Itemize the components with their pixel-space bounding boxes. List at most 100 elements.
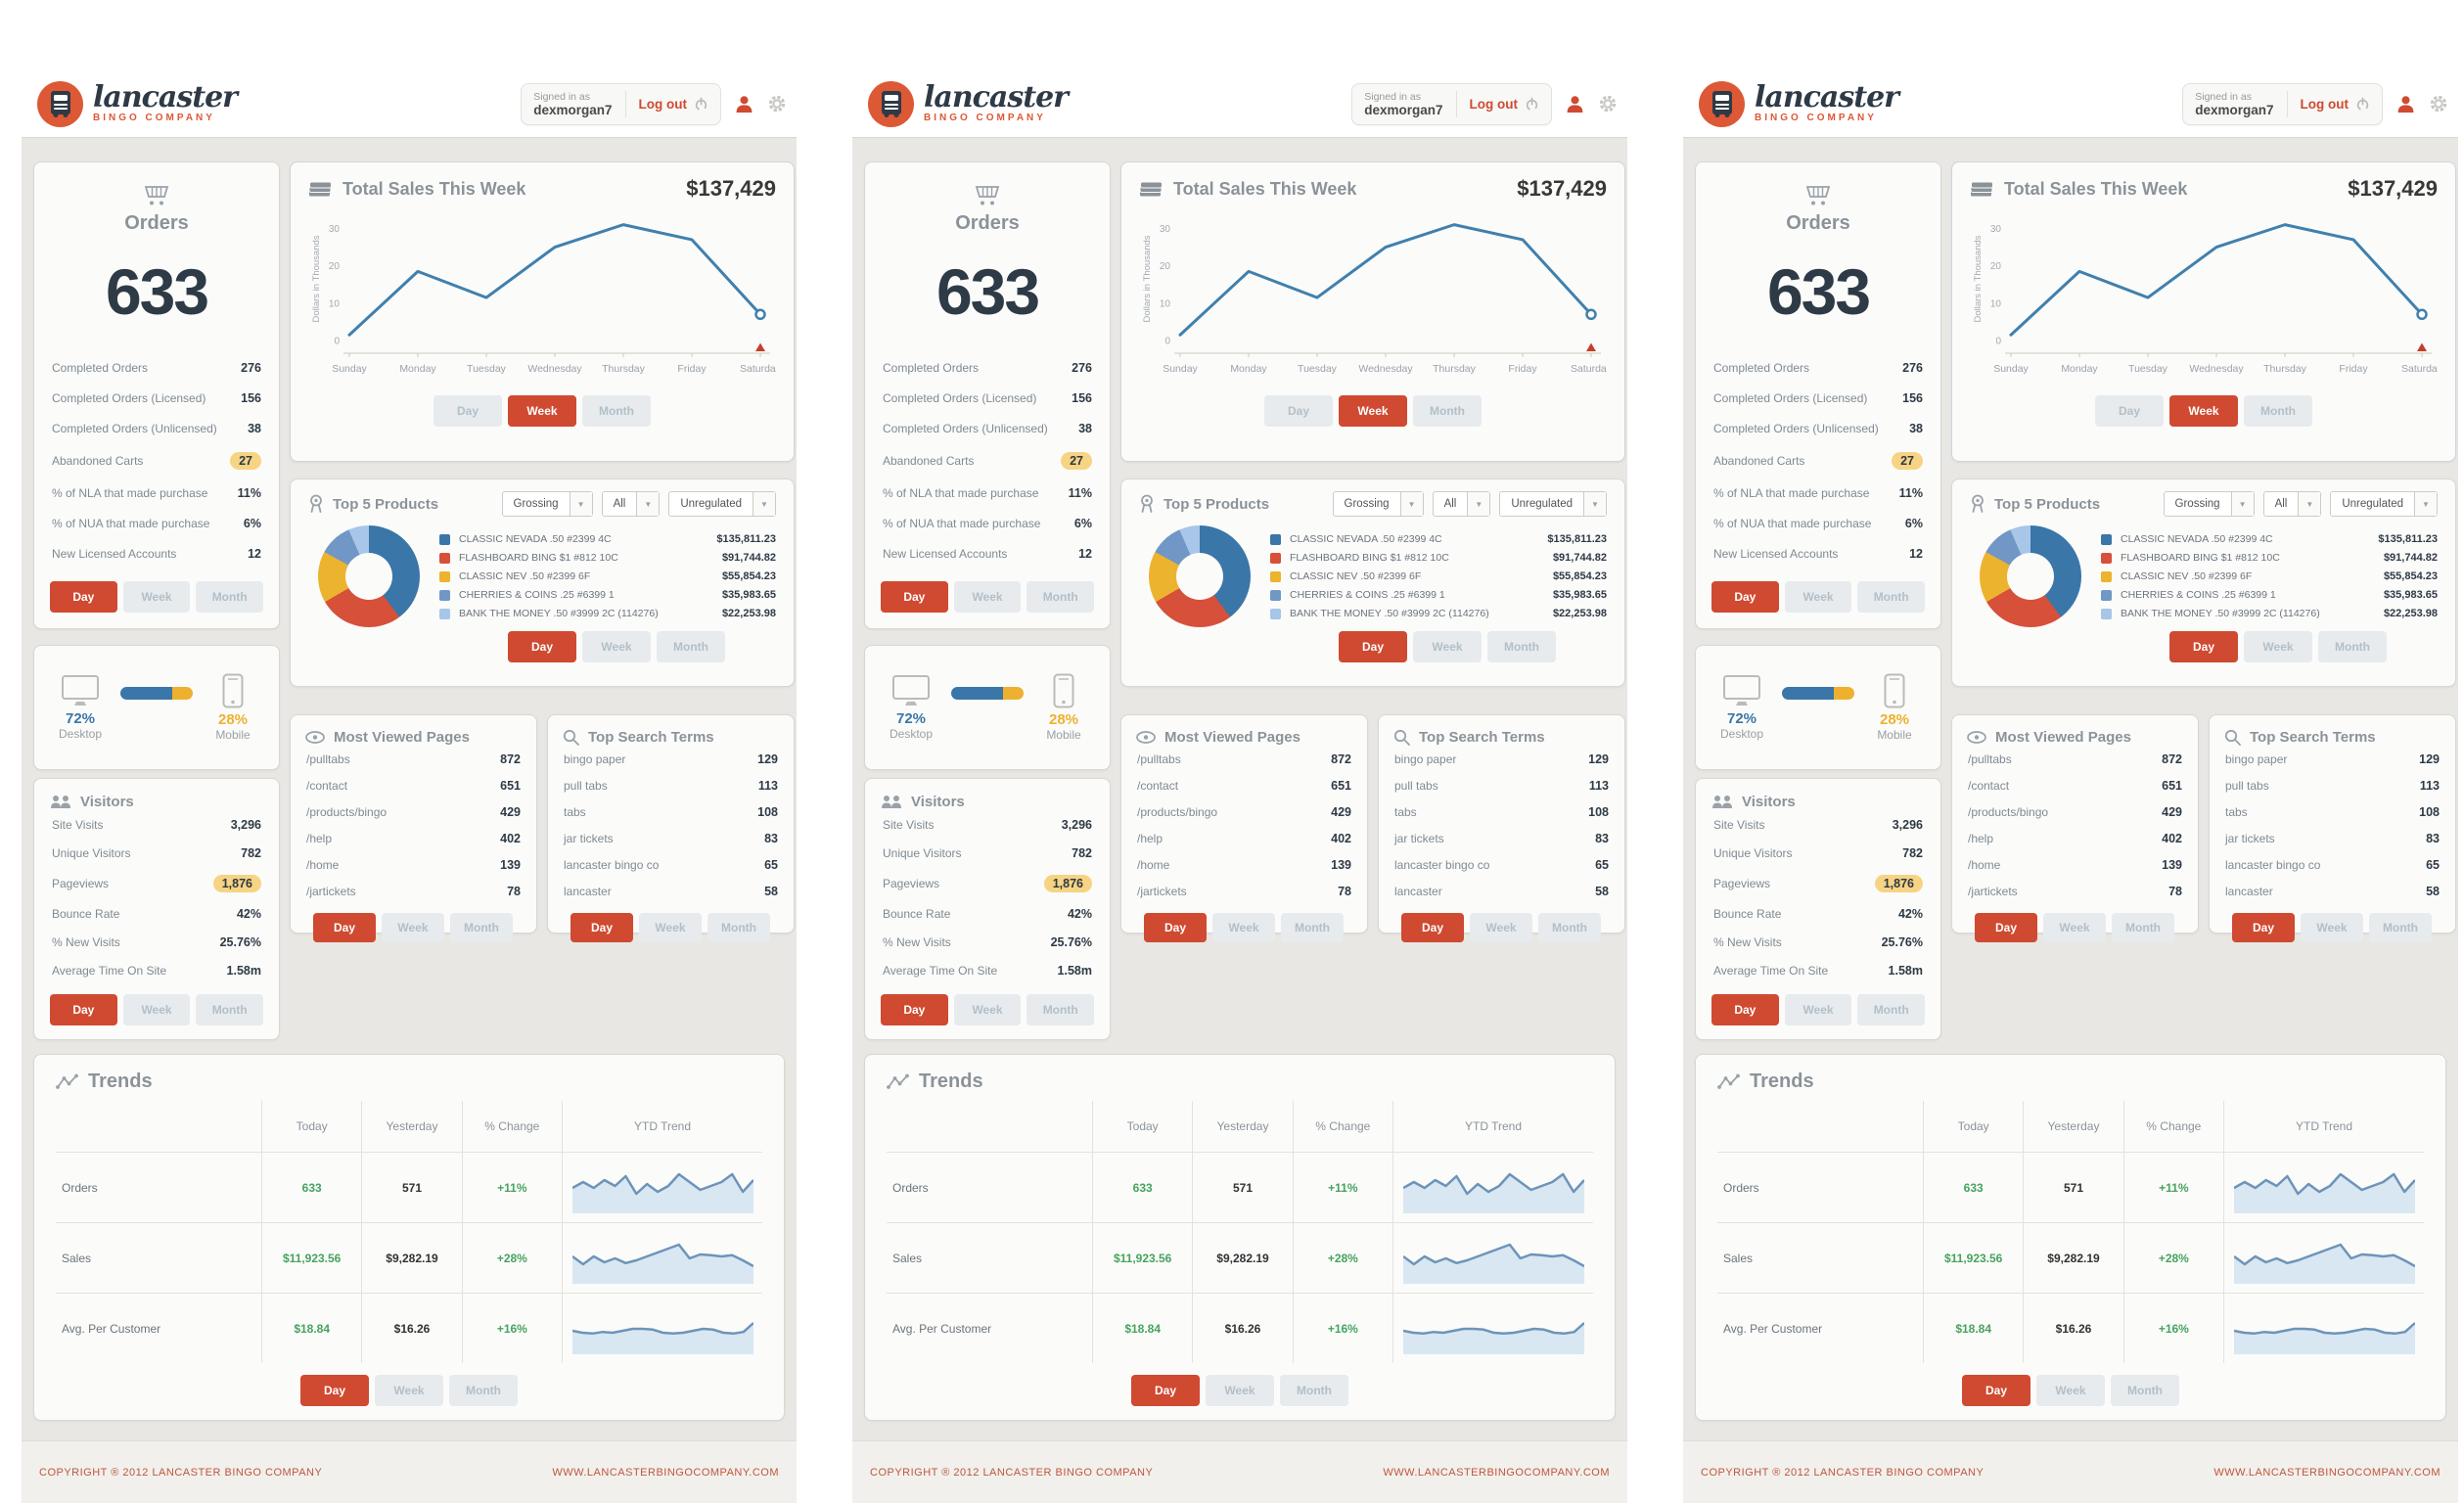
- day-button[interactable]: Day: [570, 913, 633, 942]
- month-button[interactable]: Month: [657, 631, 725, 662]
- week-button[interactable]: Week: [2301, 913, 2363, 942]
- logout-button[interactable]: Log out: [2301, 97, 2370, 112]
- week-button[interactable]: Week: [2043, 913, 2106, 942]
- week-button[interactable]: Week: [639, 913, 702, 942]
- month-button[interactable]: Month: [1413, 395, 1482, 427]
- day-button[interactable]: Day: [2232, 913, 2295, 942]
- month-button[interactable]: Month: [707, 913, 770, 942]
- day-button[interactable]: Day: [881, 581, 948, 613]
- week-button[interactable]: Week: [1339, 395, 1407, 427]
- month-button[interactable]: Month: [1027, 994, 1095, 1025]
- dropdown-value: Unregulated: [2342, 498, 2403, 510]
- day-button[interactable]: Day: [881, 994, 948, 1025]
- eye-icon: [305, 731, 325, 744]
- ytd-sparkline-chart: [2233, 1243, 2415, 1284]
- month-button[interactable]: Month: [196, 581, 264, 613]
- month-button[interactable]: Month: [2112, 913, 2174, 942]
- month-button[interactable]: Month: [1538, 913, 1601, 942]
- week-button[interactable]: Week: [2244, 631, 2312, 662]
- user-icon[interactable]: [1566, 95, 1584, 114]
- month-button[interactable]: Month: [450, 913, 513, 942]
- stat-label: bingo paper: [564, 752, 626, 766]
- week-button[interactable]: Week: [1413, 631, 1482, 662]
- day-button[interactable]: Day: [50, 581, 117, 613]
- day-button[interactable]: Day: [1144, 913, 1207, 942]
- regulation-filter-dropdown[interactable]: Unregulated ▼: [668, 491, 776, 517]
- grossing-filter-dropdown[interactable]: Grossing ▼: [1332, 491, 1424, 517]
- brand-logo[interactable]: lancaster BINGO COMPANY: [868, 80, 1069, 127]
- week-button[interactable]: Week: [1784, 581, 1852, 613]
- brand-logo[interactable]: lancaster BINGO COMPANY: [37, 80, 238, 127]
- grossing-filter-dropdown[interactable]: Grossing ▼: [2163, 491, 2255, 517]
- day-button[interactable]: Day: [1975, 913, 2037, 942]
- day-button[interactable]: Day: [2095, 395, 2164, 427]
- month-button[interactable]: Month: [1857, 994, 1926, 1025]
- day-button[interactable]: Day: [313, 913, 376, 942]
- week-button[interactable]: Week: [1470, 913, 1532, 942]
- month-button[interactable]: Month: [1857, 581, 1926, 613]
- day-button[interactable]: Day: [300, 1375, 369, 1406]
- day-button[interactable]: Day: [1401, 913, 1464, 942]
- day-button[interactable]: Day: [508, 631, 576, 662]
- product-name: CLASSIC NEVADA .50 #2399 4C: [459, 533, 612, 545]
- regulation-filter-dropdown[interactable]: Unregulated ▼: [2330, 491, 2438, 517]
- chevron-down-icon: ▼: [1467, 492, 1490, 516]
- day-button[interactable]: Day: [1711, 994, 1779, 1025]
- day-button[interactable]: Day: [1962, 1375, 2031, 1406]
- month-button[interactable]: Month: [1027, 581, 1095, 613]
- logout-button[interactable]: Log out: [639, 97, 708, 112]
- mobile-bar-segment: [1834, 686, 1854, 700]
- day-button[interactable]: Day: [1131, 1375, 1200, 1406]
- week-button[interactable]: Week: [1212, 913, 1275, 942]
- gear-icon[interactable]: [1598, 94, 1618, 114]
- month-button[interactable]: Month: [1280, 1375, 1348, 1406]
- footer-url[interactable]: WWW.LANCASTERBINGOCOMPANY.COM: [2213, 1466, 2441, 1479]
- month-button[interactable]: Month: [449, 1375, 518, 1406]
- month-button[interactable]: Month: [196, 994, 264, 1025]
- day-button[interactable]: Day: [2169, 631, 2238, 662]
- user-icon[interactable]: [2396, 95, 2415, 114]
- product-value: $35,983.65: [1552, 589, 1607, 601]
- stat-row: /jartickets 78: [1136, 878, 1352, 904]
- week-button[interactable]: Week: [382, 913, 444, 942]
- month-button[interactable]: Month: [2111, 1375, 2179, 1406]
- month-button[interactable]: Month: [1281, 913, 1344, 942]
- grossing-filter-dropdown[interactable]: Grossing ▼: [501, 491, 593, 517]
- month-button[interactable]: Month: [582, 395, 651, 427]
- category-filter-dropdown[interactable]: All ▼: [2262, 491, 2322, 517]
- visitors-title: Visitors: [911, 794, 965, 810]
- logout-button[interactable]: Log out: [1470, 97, 1539, 112]
- week-button[interactable]: Week: [375, 1375, 443, 1406]
- week-button[interactable]: Week: [122, 994, 191, 1025]
- category-filter-dropdown[interactable]: All ▼: [601, 491, 661, 517]
- month-button[interactable]: Month: [2369, 913, 2432, 942]
- month-button[interactable]: Month: [2318, 631, 2387, 662]
- svg-text:Friday: Friday: [677, 363, 707, 375]
- user-icon[interactable]: [735, 95, 753, 114]
- week-button[interactable]: Week: [2036, 1375, 2105, 1406]
- month-button[interactable]: Month: [1487, 631, 1556, 662]
- week-button[interactable]: Week: [2169, 395, 2238, 427]
- week-button[interactable]: Week: [953, 581, 1022, 613]
- top-products-controls: Day Week Month: [1288, 631, 1607, 662]
- month-button[interactable]: Month: [2244, 395, 2312, 427]
- category-filter-dropdown[interactable]: All ▼: [1432, 491, 1491, 517]
- day-button[interactable]: Day: [50, 994, 117, 1025]
- week-button[interactable]: Week: [582, 631, 651, 662]
- brand-logo[interactable]: lancaster BINGO COMPANY: [1699, 80, 1899, 127]
- day-button[interactable]: Day: [433, 395, 502, 427]
- week-button[interactable]: Week: [122, 581, 191, 613]
- week-button[interactable]: Week: [1784, 994, 1852, 1025]
- week-button[interactable]: Week: [508, 395, 576, 427]
- day-button[interactable]: Day: [1264, 395, 1333, 427]
- week-button[interactable]: Week: [953, 994, 1022, 1025]
- regulation-filter-dropdown[interactable]: Unregulated ▼: [1499, 491, 1607, 517]
- day-button[interactable]: Day: [1711, 581, 1779, 613]
- footer-url[interactable]: WWW.LANCASTERBINGOCOMPANY.COM: [552, 1466, 779, 1479]
- gear-icon[interactable]: [2429, 94, 2448, 114]
- gear-icon[interactable]: [767, 94, 787, 114]
- day-button[interactable]: Day: [1339, 631, 1407, 662]
- footer-url[interactable]: WWW.LANCASTERBINGOCOMPANY.COM: [1383, 1466, 1610, 1479]
- stat-value: 78: [1338, 884, 1351, 898]
- week-button[interactable]: Week: [1206, 1375, 1274, 1406]
